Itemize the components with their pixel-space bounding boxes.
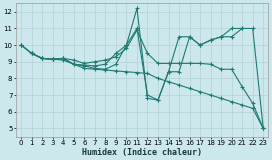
X-axis label: Humidex (Indice chaleur): Humidex (Indice chaleur) bbox=[82, 148, 202, 156]
